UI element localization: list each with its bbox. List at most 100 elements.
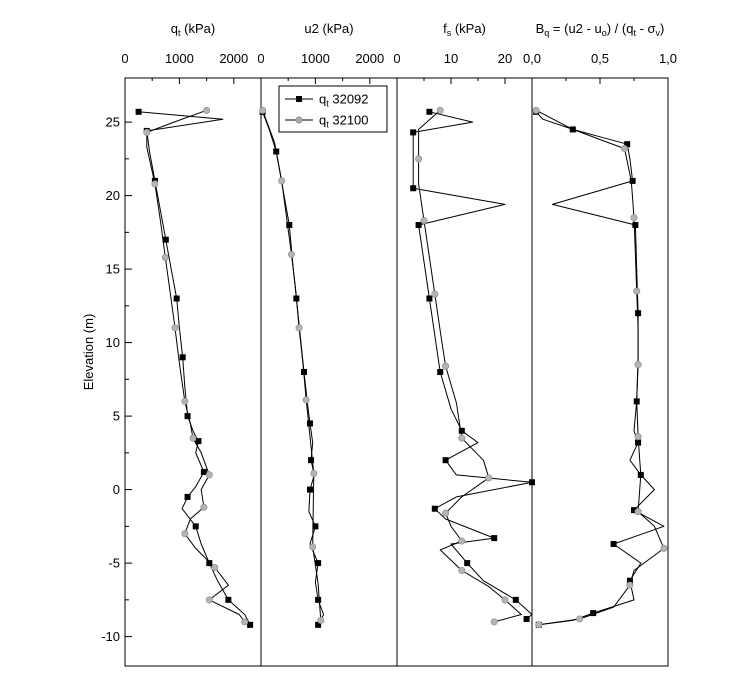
data-point-square <box>306 420 313 427</box>
panel-title: Bq = (u2 - uo) / (qt - σv) <box>536 21 665 38</box>
data-point-square <box>590 610 597 617</box>
data-point-square <box>162 236 169 243</box>
data-point-circle <box>490 618 498 626</box>
data-point-square <box>635 310 642 317</box>
x-tick-label: 1000 <box>165 51 194 66</box>
panel-title-part: v <box>656 28 661 38</box>
data-point-circle <box>458 434 466 442</box>
series-line-1 <box>138 111 251 626</box>
panel-title: qt (kPa) <box>171 21 215 38</box>
y-tick-label: 15 <box>106 262 120 277</box>
data-point-circle <box>633 287 641 295</box>
y-axis: -10 -5 0 5 10 15 20 25 Elevation (m) <box>81 115 132 644</box>
panel-frame <box>124 77 262 667</box>
data-point-square <box>626 577 633 584</box>
legend-label-prefix: q <box>319 113 326 128</box>
y-tick-label: 0 <box>113 482 120 497</box>
data-point-circle <box>211 564 219 572</box>
data-point-circle <box>189 434 197 442</box>
x-tick-label: 2000 <box>219 51 248 66</box>
panel-title-part: t <box>633 28 636 38</box>
legend-item: qt 32100 <box>285 113 369 130</box>
data-point-square <box>491 535 498 542</box>
data-point-circle <box>317 616 325 624</box>
data-point-circle <box>181 397 189 405</box>
data-point-square <box>286 222 293 228</box>
legend-circle-marker <box>295 116 303 124</box>
data-point-square <box>315 560 322 567</box>
data-point-circle <box>442 509 450 517</box>
panel-title-part: (kPa) <box>181 21 216 36</box>
y-tick-label: 20 <box>106 188 120 203</box>
panel-3: fs (kPa) 0 10 20 <box>393 21 535 667</box>
panel-title-part: s <box>447 28 452 38</box>
data-point-square <box>315 621 322 628</box>
data-point-circle <box>532 106 540 114</box>
panel-frame <box>260 77 398 667</box>
panel-title-part: ) <box>660 21 664 36</box>
data-point-circle <box>205 471 213 479</box>
data-point-square <box>426 108 433 115</box>
data-point-circle <box>420 217 428 225</box>
data-point-circle <box>241 618 249 626</box>
data-point-circle <box>436 106 444 114</box>
x-tick-label: 0 <box>121 51 128 66</box>
panel-4: Bq = (u2 - uo) / (qt - σv) 0,0 0,5 1,0 <box>523 21 677 667</box>
data-point-square <box>192 523 199 530</box>
x-tick-label: 1,0 <box>659 51 677 66</box>
data-point-square <box>631 507 637 514</box>
x-tick-label: 0 <box>393 51 400 66</box>
data-point-circle <box>171 324 179 332</box>
panel-title-part: (kPa) <box>451 21 486 36</box>
data-point-square <box>173 295 180 302</box>
series-line-2 <box>146 109 246 623</box>
data-point-circle <box>431 290 439 298</box>
panel-title-part: ) / (q <box>607 21 634 36</box>
data-point-square <box>624 141 631 148</box>
data-point-circle <box>626 581 634 589</box>
data-point-square <box>629 177 636 184</box>
series-line-1 <box>262 111 325 626</box>
data-point-square <box>184 413 191 420</box>
data-point-square <box>426 295 433 302</box>
legend-label: qt 32092 <box>319 92 369 109</box>
series-line-2 <box>418 109 522 623</box>
legend-label-suffix: 32100 <box>329 113 369 128</box>
data-point-square <box>135 108 142 115</box>
panel-title-part: q <box>544 28 549 38</box>
data-point-circle <box>310 469 318 477</box>
x-tick-label: 1000 <box>301 51 330 66</box>
panel-title-part: o <box>602 28 607 38</box>
data-point-circle <box>181 530 189 538</box>
legend: qt 32092 qt 32100 <box>278 85 388 133</box>
x-tick-label: 0,0 <box>523 51 541 66</box>
data-point-square <box>247 621 254 628</box>
data-point-circle <box>205 596 213 604</box>
data-point-circle <box>501 596 509 604</box>
series-line-2 <box>535 109 665 626</box>
legend-label-subscript: t <box>326 99 329 109</box>
data-point-circle <box>630 214 638 222</box>
y-axis-label: Elevation (m) <box>81 314 96 391</box>
data-point-square <box>200 468 207 475</box>
data-point-square <box>437 369 444 375</box>
legend-label: qt 32100 <box>319 113 369 130</box>
data-point-square <box>315 596 322 603</box>
data-point-circle <box>200 503 208 511</box>
data-point-square <box>512 596 519 603</box>
panel-title-part: B <box>536 21 545 36</box>
legend-label-subscript: t <box>326 120 329 130</box>
legend-item: qt 32092 <box>285 92 369 109</box>
data-point-square <box>195 438 202 445</box>
data-point-square <box>308 457 315 464</box>
data-point-square <box>312 523 319 530</box>
data-point-circle <box>634 433 642 441</box>
data-point-circle <box>295 324 303 332</box>
data-point-circle <box>458 566 466 574</box>
panel-title: u2 (kPa) <box>304 21 353 36</box>
data-point-circle <box>620 145 628 153</box>
y-tick-label: -10 <box>101 629 120 644</box>
data-point-square <box>632 222 639 228</box>
